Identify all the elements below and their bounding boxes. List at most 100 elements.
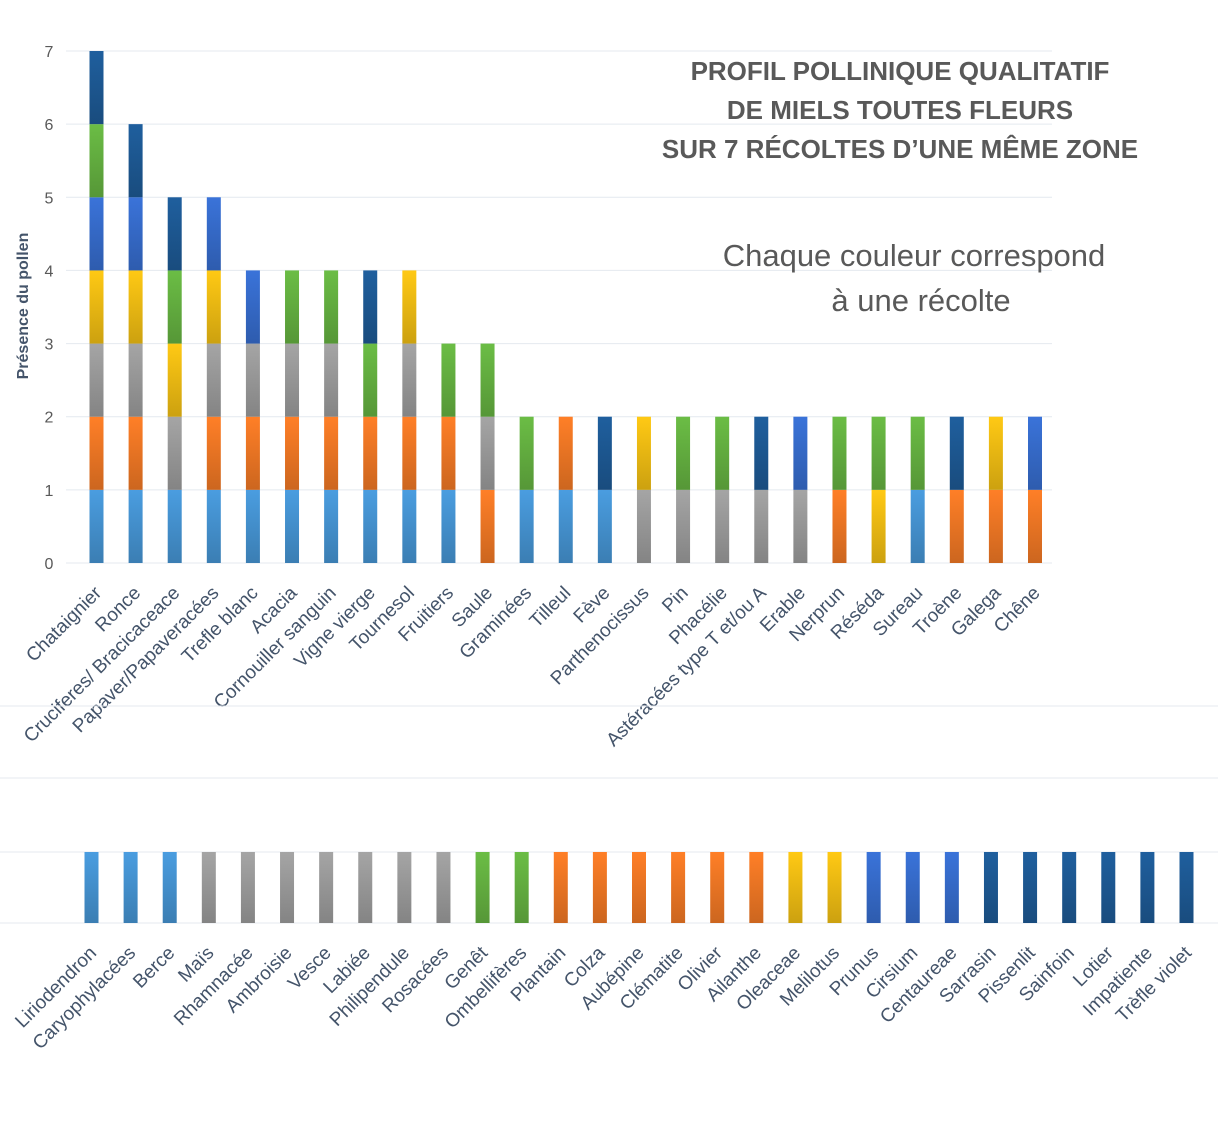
bar-segment — [910, 489, 925, 563]
bar-segment — [793, 489, 808, 563]
bar — [162, 852, 177, 923]
bar — [240, 852, 255, 923]
bar-segment — [167, 489, 182, 563]
chart-title-line-2: DE MIELS TOUTES FLEURS — [727, 95, 1073, 125]
bar — [123, 852, 138, 923]
bar-segment — [754, 489, 769, 563]
bar — [671, 852, 686, 923]
bar-segment — [89, 416, 104, 490]
bar-segment — [363, 489, 378, 563]
bar-segment — [480, 343, 495, 417]
bar — [710, 852, 725, 923]
x-axis-categories-bottom: LiriodendronCaryophylacéesBerceMaïsRhamn… — [11, 942, 1196, 1054]
bar-segment — [167, 270, 182, 344]
bar-segment — [128, 489, 143, 563]
bar-segment — [89, 51, 104, 125]
bar-segment — [949, 489, 964, 563]
stacked-bars — [89, 51, 1042, 563]
bar — [358, 852, 373, 923]
bar — [201, 852, 216, 923]
bar-segment — [285, 416, 300, 490]
bar-segment — [480, 489, 495, 563]
bar-segment — [1028, 489, 1042, 563]
bar-segment — [206, 270, 221, 344]
bar-segment — [206, 197, 221, 271]
bar-segment — [676, 489, 691, 563]
bar-segment — [402, 416, 417, 490]
bar-segment — [636, 416, 651, 490]
bar-segment — [597, 489, 612, 563]
bar-segment — [676, 416, 691, 490]
bar-segment — [988, 489, 1003, 563]
bar — [1101, 852, 1116, 923]
bar-segment — [636, 489, 651, 563]
y-tick-label: 1 — [45, 483, 54, 500]
y-tick-label: 3 — [45, 337, 54, 354]
bar — [944, 852, 959, 923]
bar — [1140, 852, 1155, 923]
bar-segment — [324, 416, 339, 490]
bar-segment — [363, 343, 378, 417]
y-tick-label: 7 — [45, 44, 54, 61]
bar-segment — [715, 416, 730, 490]
bar-segment — [128, 124, 143, 198]
bar-segment — [832, 416, 847, 490]
bar-segment — [1028, 416, 1042, 490]
bar-segment — [206, 343, 221, 417]
bar-segment — [285, 489, 300, 563]
y-tick-label: 5 — [45, 190, 54, 207]
bar-segment — [754, 416, 769, 490]
single-bars — [84, 852, 1194, 923]
bar — [983, 852, 998, 923]
bar — [475, 852, 490, 923]
bar — [1179, 852, 1194, 923]
y-tick-label: 6 — [45, 117, 54, 134]
bar — [84, 852, 99, 923]
bar-segment — [324, 343, 339, 417]
bar — [514, 852, 529, 923]
bar — [788, 852, 803, 923]
bar-segment — [558, 489, 573, 563]
bar-segment — [402, 270, 417, 344]
bar-segment — [206, 416, 221, 490]
y-axis-label: Présence du pollen — [15, 233, 32, 380]
bar — [1023, 852, 1038, 923]
bar-segment — [832, 489, 847, 563]
bar-segment — [285, 270, 300, 344]
bar — [827, 852, 842, 923]
bar-segment — [441, 343, 456, 417]
bar-segment — [558, 416, 573, 490]
bar-segment — [89, 270, 104, 344]
bar — [553, 852, 568, 923]
bar-segment — [871, 489, 886, 563]
bar — [1062, 852, 1077, 923]
bar-segment — [167, 197, 182, 271]
bar — [749, 852, 764, 923]
bar-segment — [910, 416, 925, 490]
bar-segment — [89, 197, 104, 271]
bar-segment — [128, 416, 143, 490]
category-label: Tilleul — [526, 583, 575, 632]
bar-segment — [89, 124, 104, 198]
bar-segment — [715, 489, 730, 563]
category-label: Berce — [129, 943, 179, 993]
bar-segment — [89, 343, 104, 417]
category-label: Cruciferes/ Bracicaceace — [20, 583, 184, 747]
bar-segment — [402, 489, 417, 563]
y-tick-label: 2 — [45, 410, 54, 427]
bar-segment — [597, 416, 612, 490]
bar — [905, 852, 920, 923]
bar-segment — [324, 489, 339, 563]
bar-segment — [519, 416, 534, 490]
bar — [436, 852, 451, 923]
bar-segment — [245, 270, 260, 344]
bar-segment — [89, 489, 104, 563]
bar-segment — [363, 416, 378, 490]
bar-segment — [793, 416, 808, 490]
bar-segment — [480, 416, 495, 490]
bar-segment — [285, 343, 300, 417]
bar-segment — [167, 343, 182, 417]
bar-segment — [245, 416, 260, 490]
chart-title-line-3: SUR 7 RÉCOLTES D’UNE MÊME ZONE — [662, 134, 1138, 164]
